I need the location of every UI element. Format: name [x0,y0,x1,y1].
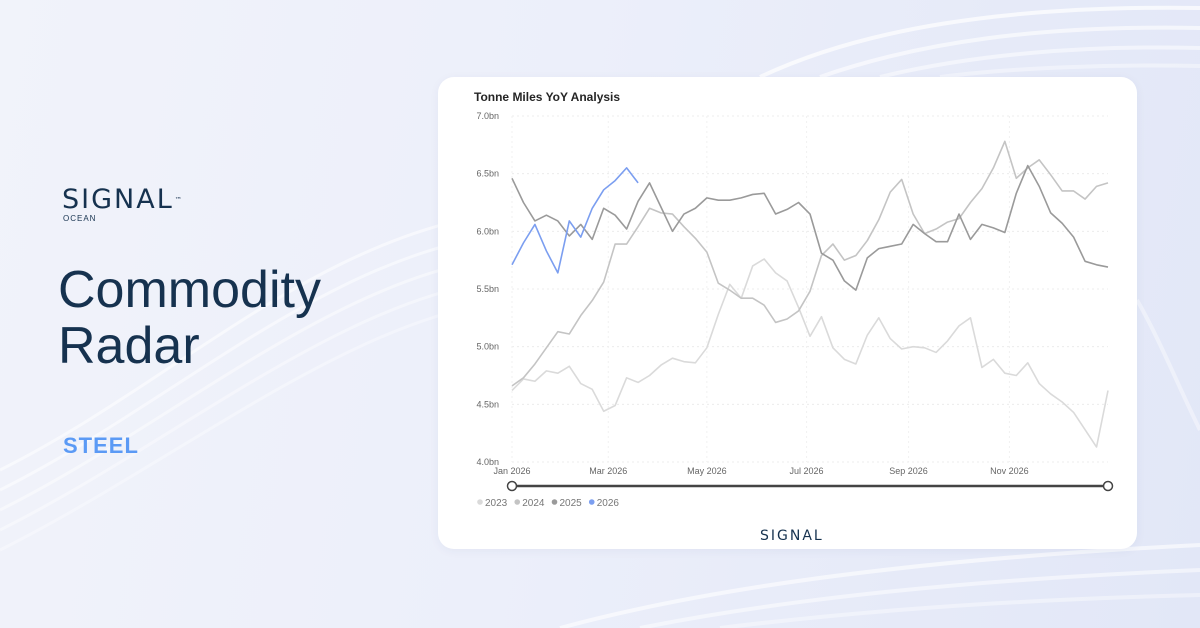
y-tick-label: 5.5bn [476,284,499,294]
x-tick-label: Mar 2026 [589,466,627,476]
series-line-2023 [511,258,1109,448]
y-tick-label: 4.5bn [476,399,499,409]
legend-marker-2024[interactable] [514,499,521,505]
legend-label-2025[interactable]: 2025 [560,498,583,509]
headline-line-1: Commodity [58,261,321,319]
y-tick-label: 6.5bn [476,169,499,179]
legend-label-2024[interactable]: 2024 [522,498,545,509]
y-tick-label: 7.0bn [476,111,499,121]
x-tick-label: Sep 2026 [889,466,928,476]
series-line-2026 [511,167,639,274]
y-tick-label: 5.0bn [476,342,499,352]
series-line-2025 [511,164,1109,291]
x-tick-label: May 2026 [687,466,727,476]
x-tick-label: Jan 2026 [493,466,530,476]
brand-name: SIGNAL [62,184,174,215]
footer-logo: SIGNAL [760,528,824,544]
headline-line-2: Radar [58,317,200,375]
chart-card: 4.0bn 4.5bn 5.0bn 5.5bn 6.0bn 6.5bn 7.0bn Jan 2… [438,77,1137,549]
brand-logo: SIGNAL™ OCEAN [62,186,184,224]
range-slider-end-handle[interactable] [1102,480,1114,492]
legend-marker-2023[interactable] [477,499,483,505]
x-tick-label: Nov 2026 [990,466,1029,476]
headline: Commodity Radar [58,262,418,374]
legend-label-2023[interactable]: 2023 [485,498,508,509]
commodity-tag: STEEL [63,433,139,458]
legend-label-2026[interactable]: 2026 [597,498,620,509]
y-tick-label: 6.0bn [476,226,499,236]
range-slider-start-handle[interactable] [506,480,518,492]
x-tick-label: Jul 2026 [790,466,824,476]
line-chart: 4.0bn 4.5bn 5.0bn 5.5bn 6.0bn 6.5bn 7.0bn Jan 2… [476,111,1114,509]
legend-marker-2025[interactable] [551,499,558,505]
brand-subtitle: OCEAN [63,214,97,223]
y-tick-label: 4.0bn [476,457,499,467]
chart-title: Tonne Miles YoY Analysis [474,90,621,104]
series-line-2024 [511,140,1109,387]
brand-trademark: ™ [174,196,184,204]
legend-marker-2026[interactable] [588,499,595,505]
